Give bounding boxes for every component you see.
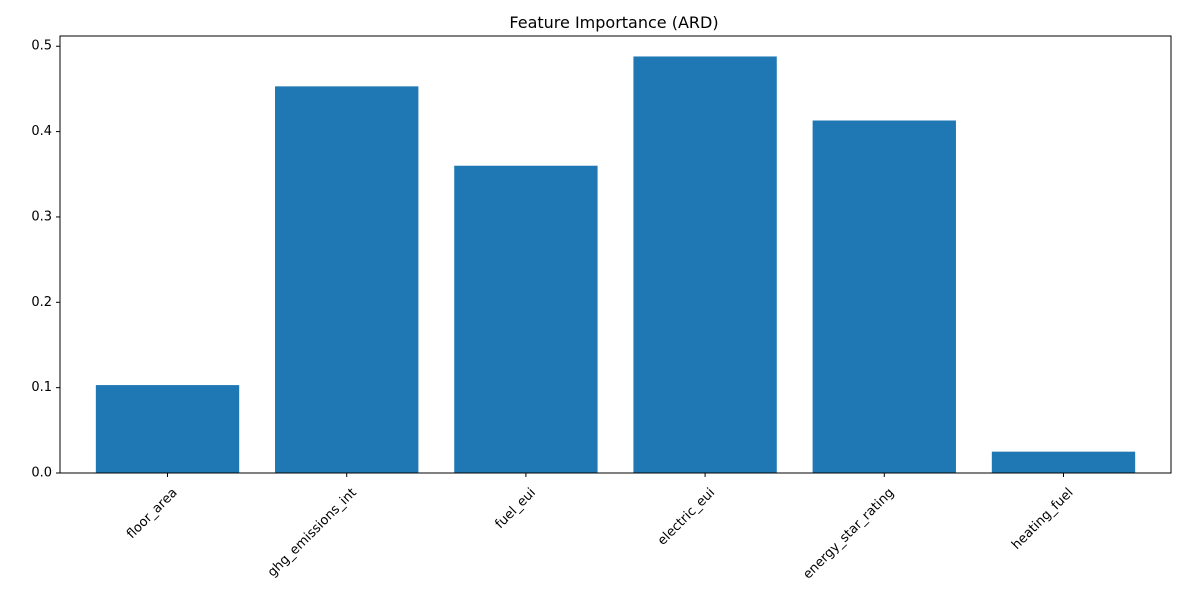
y-tick-label: 0.0 [31, 466, 52, 481]
y-tick-label: 0.4 [31, 124, 52, 139]
bars-group [95, 56, 1136, 474]
y-tick-label: 0.1 [31, 380, 52, 395]
bar-heating-fuel [991, 451, 1136, 473]
plot-frame [59, 35, 1172, 474]
y-tick-label: 0.2 [31, 295, 52, 310]
bar-energy-star-rating [812, 120, 956, 473]
y-axis: 0.0 0.1 0.2 0.3 0.4 0.5 [31, 39, 60, 481]
bar-ghg-emissions-int [275, 86, 419, 474]
bar-floor-area [95, 385, 240, 473]
bar-electric-eui [633, 56, 777, 473]
y-tick-label: 0.3 [31, 209, 52, 224]
chart-title: Feature Importance (ARD) [509, 13, 718, 32]
y-tick-label: 0.5 [31, 39, 52, 54]
bar-fuel-eui [454, 165, 598, 474]
